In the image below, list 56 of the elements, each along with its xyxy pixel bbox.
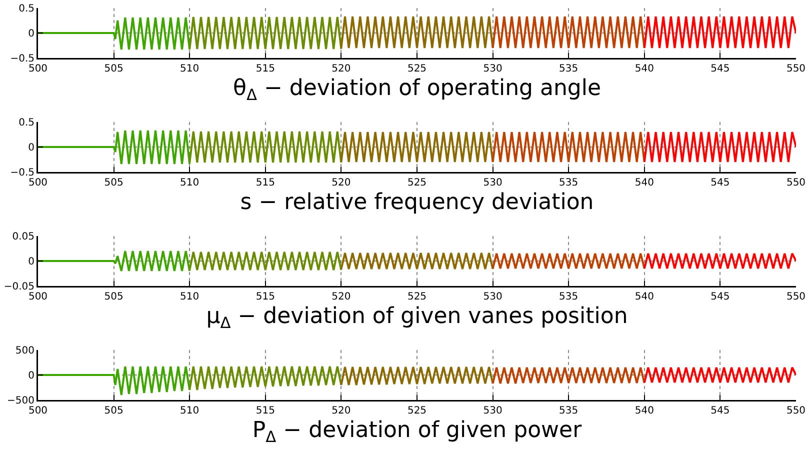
x-tick-label: 525 bbox=[407, 178, 427, 188]
x-tick-label: 545 bbox=[710, 292, 730, 302]
x-tick-label: 540 bbox=[634, 178, 654, 188]
x-tick-label: 550 bbox=[786, 292, 806, 302]
x-tick-label: 530 bbox=[483, 292, 502, 302]
x-tick-label: 535 bbox=[559, 292, 578, 302]
x-tick-label: 515 bbox=[256, 406, 275, 416]
x-tick-label: 525 bbox=[407, 292, 427, 302]
x-tick-label: 545 bbox=[710, 406, 730, 416]
y-tick-label: 0 bbox=[28, 142, 34, 154]
x-tick-label: 535 bbox=[559, 64, 578, 74]
x-tick-label: 515 bbox=[256, 178, 275, 188]
x-tick-label: 535 bbox=[559, 178, 578, 188]
x-tick-label: 515 bbox=[256, 292, 275, 302]
x-tick-label: 505 bbox=[104, 64, 124, 74]
y-tick-label: −500 bbox=[7, 396, 34, 406]
x-tick-label: 535 bbox=[559, 406, 578, 416]
x-tick-label: 525 bbox=[407, 406, 427, 416]
x-tick-label: 550 bbox=[786, 64, 806, 74]
x-tick-label: 540 bbox=[634, 292, 654, 302]
y-tick-label: 0 bbox=[28, 370, 34, 382]
x-tick-label: 540 bbox=[634, 64, 654, 74]
x-tick-label: 505 bbox=[104, 292, 124, 302]
y-tick-label: 0.05 bbox=[12, 232, 34, 242]
x-tick-label: 520 bbox=[332, 178, 351, 188]
x-tick-label: 550 bbox=[786, 178, 806, 188]
x-tick-label: 540 bbox=[634, 406, 654, 416]
y-tick-label: −0.5 bbox=[10, 54, 34, 64]
x-tick-label: 545 bbox=[710, 178, 730, 188]
x-tick-label: 505 bbox=[104, 406, 124, 416]
x-tick-label: 515 bbox=[256, 64, 275, 74]
x-tick-label: 520 bbox=[332, 64, 351, 74]
x-tick-label: 530 bbox=[483, 178, 502, 188]
x-tick-label: 550 bbox=[786, 406, 806, 416]
y-tick-label: 0.5 bbox=[18, 4, 34, 14]
x-axis-title: P$_{Δ}$ − deviation of given power bbox=[252, 418, 583, 446]
x-axis-title: s − relative frequency deviation bbox=[240, 190, 594, 216]
x-tick-label: 505 bbox=[104, 178, 124, 188]
x-tick-label: 510 bbox=[180, 178, 200, 188]
x-tick-label: 510 bbox=[180, 64, 200, 74]
y-tick-label: 0 bbox=[28, 28, 34, 40]
x-tick-label: 530 bbox=[483, 64, 502, 74]
x-tick-label: 520 bbox=[332, 292, 351, 302]
x-tick-label: 510 bbox=[180, 406, 200, 416]
x-axis-title: θ$_{Δ}$ − deviation of operating angle bbox=[232, 76, 602, 104]
x-tick-label: 530 bbox=[483, 406, 502, 416]
y-tick-label: −0.5 bbox=[10, 168, 34, 178]
y-tick-label: 0.5 bbox=[18, 118, 34, 128]
y-tick-label: 0 bbox=[28, 256, 34, 268]
y-tick-label: −0.05 bbox=[4, 282, 34, 292]
x-tick-label: 525 bbox=[407, 64, 427, 74]
x-tick-label: 545 bbox=[710, 64, 730, 74]
x-axis-title: μ$_{Δ}$ − deviation of given vanes position bbox=[206, 304, 628, 332]
y-tick-label: 500 bbox=[15, 346, 34, 356]
x-tick-label: 520 bbox=[332, 406, 351, 416]
x-tick-label: 510 bbox=[180, 292, 200, 302]
